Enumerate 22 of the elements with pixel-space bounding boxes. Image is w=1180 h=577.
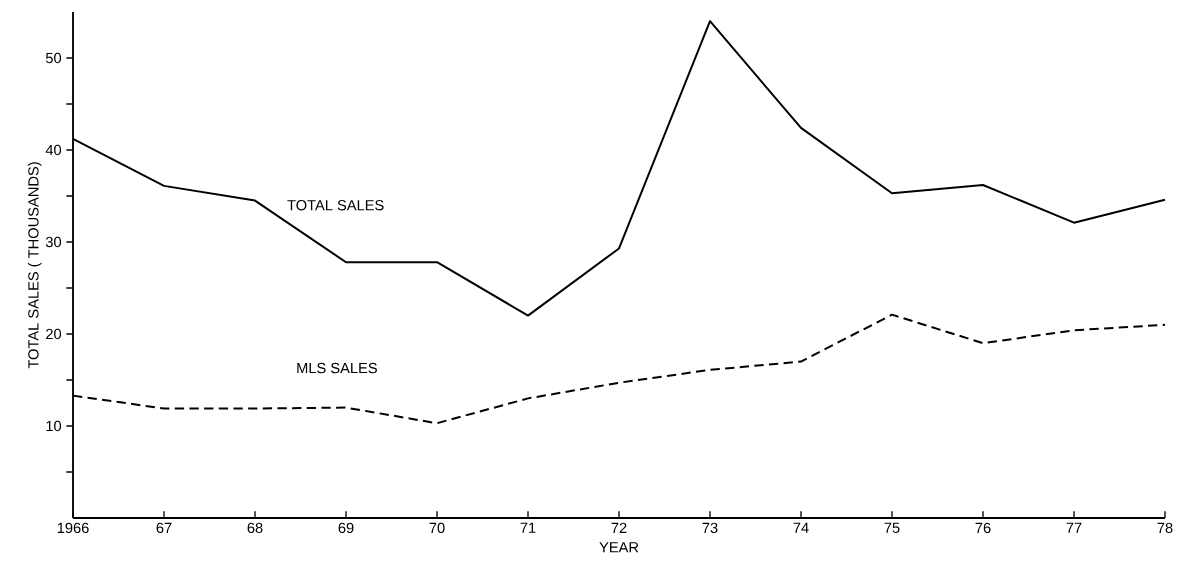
- series-label: TOTAL SALES: [287, 200, 384, 211]
- x-tick-label: 1966: [57, 522, 89, 534]
- x-tick-label: 73: [702, 522, 718, 534]
- y-tick-label: 10: [46, 420, 62, 432]
- text: MLS SALES: [297, 362, 377, 374]
- y-axis-title: TOTAL SALES ( THOUSANDS): [27, 162, 42, 369]
- x-tick-label: 71: [520, 522, 536, 533]
- x-tick-label: 78: [1157, 522, 1173, 534]
- y-tick-label: 30: [45, 236, 62, 248]
- x-tick-label: 72: [611, 522, 627, 533]
- x-tick-label: 77: [1066, 522, 1082, 533]
- x-tick-label: 68: [247, 522, 263, 534]
- x-tick-label: 67: [156, 522, 172, 534]
- y-tick-label: 20: [46, 328, 62, 340]
- x-tick-label: 69: [338, 522, 354, 534]
- x-tick-label: 74: [793, 522, 809, 533]
- x-tick-label: 75: [884, 522, 900, 533]
- y-tick-label: 50: [45, 52, 62, 64]
- y-tick-label: 40: [45, 144, 62, 156]
- x-axis-title: YEAR: [599, 542, 639, 553]
- x-tick-label: 76: [975, 522, 991, 534]
- x-tick-label: 70: [429, 522, 445, 534]
